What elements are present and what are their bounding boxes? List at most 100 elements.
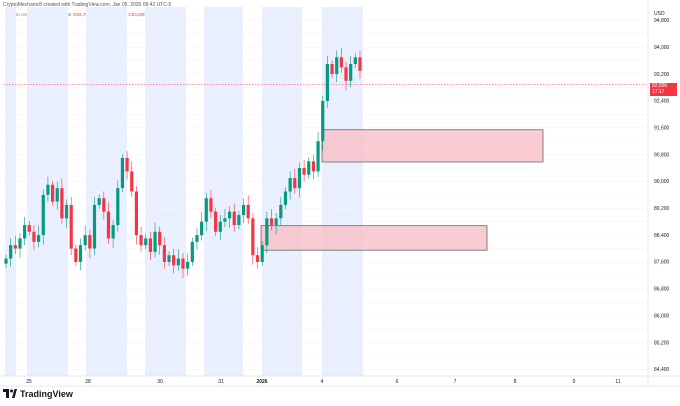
candle-body bbox=[307, 161, 311, 175]
price-tick-label: 94,000 bbox=[654, 45, 670, 51]
candle-body bbox=[358, 57, 362, 71]
currency-label: USD bbox=[654, 11, 665, 17]
candle-body bbox=[195, 235, 199, 242]
attribution-text: CryptoMechanic8 created with TradingView… bbox=[3, 2, 172, 8]
time-tick-label: 4 bbox=[321, 379, 324, 385]
candle-body bbox=[167, 255, 171, 262]
candle-body bbox=[349, 64, 353, 81]
candle-body bbox=[241, 204, 246, 215]
candle-body bbox=[125, 157, 129, 172]
candle-body bbox=[13, 245, 17, 249]
candle-body bbox=[18, 238, 22, 249]
candle-body bbox=[139, 235, 143, 246]
candle-body bbox=[237, 214, 241, 226]
candle-body bbox=[69, 204, 73, 249]
tradingview-brand: TradingView bbox=[20, 389, 73, 399]
session-band bbox=[204, 7, 243, 376]
time-tick-label: 28 bbox=[85, 379, 91, 385]
candle-body bbox=[27, 225, 31, 232]
price-tick-label: 86,000 bbox=[654, 313, 670, 319]
candle-body bbox=[78, 245, 83, 262]
candle-body bbox=[274, 218, 278, 226]
candle-body bbox=[321, 100, 325, 142]
candle-body bbox=[106, 211, 111, 239]
price-tick-label: 90,000 bbox=[654, 179, 670, 185]
candle-body bbox=[288, 178, 292, 192]
time-tick-label: 8 bbox=[514, 379, 517, 385]
candle-body bbox=[251, 218, 255, 256]
price-tick-label: 87,600 bbox=[654, 260, 670, 266]
candle-body bbox=[92, 204, 97, 249]
candle-body bbox=[4, 258, 8, 264]
candle-body bbox=[23, 225, 27, 239]
price-tick-label: 93,200 bbox=[654, 72, 670, 78]
candle-body bbox=[50, 184, 55, 202]
price-tick-label: 84,400 bbox=[654, 367, 670, 373]
candle-body bbox=[204, 198, 208, 222]
time-tick-label: 25 bbox=[26, 379, 32, 385]
candle-body bbox=[181, 258, 185, 269]
candle-body bbox=[316, 141, 320, 172]
candle-body bbox=[265, 218, 269, 246]
time-tick-label: 30 bbox=[157, 379, 163, 385]
candle-body bbox=[297, 168, 302, 189]
tradingview-footer[interactable]: TradingView bbox=[3, 389, 73, 399]
price-tick-label: 91,600 bbox=[654, 126, 670, 132]
candle-body bbox=[162, 245, 166, 262]
candle-body bbox=[144, 238, 148, 246]
candle-body bbox=[111, 225, 115, 239]
candle-body bbox=[214, 211, 218, 232]
candle-body bbox=[255, 255, 260, 262]
candle-body bbox=[46, 184, 50, 195]
price-tick-label: 89,200 bbox=[654, 206, 670, 212]
candle-body bbox=[186, 261, 190, 269]
candle-body bbox=[97, 198, 101, 205]
candle-body bbox=[37, 235, 41, 242]
candle-body bbox=[279, 204, 283, 219]
candle-body bbox=[232, 211, 236, 226]
candle-body bbox=[209, 198, 213, 212]
candle-body bbox=[116, 188, 120, 226]
candle-body bbox=[335, 57, 339, 75]
candle-body bbox=[302, 168, 306, 175]
price-zone bbox=[260, 225, 488, 251]
candle-body bbox=[223, 218, 227, 222]
candle-body bbox=[311, 161, 316, 172]
last-price-tag: 92,890 17:17 bbox=[650, 83, 677, 96]
candle-body bbox=[246, 204, 250, 219]
candle-body bbox=[339, 57, 343, 68]
candle-body bbox=[120, 157, 125, 189]
candle-body bbox=[218, 221, 222, 232]
price-zone bbox=[321, 129, 544, 163]
time-tick-label: 11 bbox=[615, 379, 620, 385]
time-tick-label: 7 bbox=[454, 379, 457, 385]
candle-body bbox=[293, 178, 297, 189]
price-tick-label: 86,800 bbox=[654, 287, 670, 293]
candle-body bbox=[260, 245, 264, 262]
price-tick-label: 88,400 bbox=[654, 233, 670, 239]
tradingview-logo-icon bbox=[3, 389, 17, 398]
price-tick-label: 94,800 bbox=[654, 18, 670, 24]
candle-body bbox=[148, 238, 152, 252]
time-tick-label: 31 bbox=[218, 379, 224, 385]
candle-body bbox=[325, 64, 329, 101]
candle-body bbox=[60, 188, 64, 219]
session-band bbox=[145, 7, 186, 376]
candle-body bbox=[330, 64, 334, 75]
session-band bbox=[5, 7, 16, 376]
last-price-value: 92,890 bbox=[652, 83, 668, 89]
candle-body bbox=[130, 171, 134, 192]
candle-body bbox=[9, 245, 13, 259]
session-band bbox=[86, 7, 127, 376]
price-tick-label: 85,200 bbox=[654, 340, 670, 346]
price-tick-label: 90,800 bbox=[654, 152, 670, 158]
price-tick-label: 92,400 bbox=[654, 99, 670, 105]
candle-body bbox=[172, 255, 176, 266]
candle-body bbox=[153, 231, 157, 252]
candle-body bbox=[344, 67, 348, 81]
time-tick-label: 6 bbox=[396, 379, 399, 385]
candle-body bbox=[83, 235, 87, 246]
candle-body bbox=[190, 241, 194, 262]
candle-body bbox=[227, 211, 232, 219]
